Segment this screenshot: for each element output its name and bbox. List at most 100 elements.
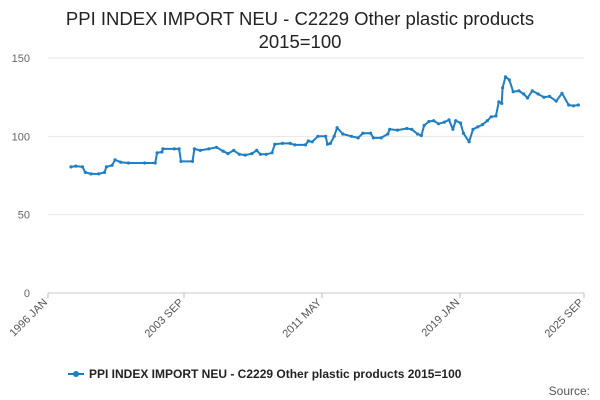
data-point[interactable] bbox=[190, 159, 195, 163]
data-point[interactable] bbox=[335, 126, 339, 130]
data-point[interactable] bbox=[80, 165, 85, 169]
data-point[interactable] bbox=[454, 119, 458, 123]
data-point[interactable] bbox=[104, 165, 108, 169]
data-point[interactable] bbox=[153, 161, 157, 165]
data-point[interactable] bbox=[554, 99, 558, 103]
data-point[interactable] bbox=[161, 147, 165, 151]
data-point[interactable] bbox=[207, 147, 211, 151]
data-point[interactable] bbox=[303, 143, 308, 147]
data-point[interactable] bbox=[494, 114, 498, 118]
data-point[interactable] bbox=[325, 142, 330, 146]
data-point[interactable] bbox=[349, 134, 353, 138]
data-point[interactable] bbox=[447, 118, 451, 122]
data-point[interactable] bbox=[214, 145, 219, 149]
data-point[interactable] bbox=[571, 104, 576, 108]
data-point[interactable] bbox=[255, 148, 259, 152]
data-point[interactable] bbox=[497, 100, 501, 104]
data-point[interactable] bbox=[369, 131, 373, 135]
data-point[interactable] bbox=[316, 134, 320, 138]
data-point[interactable] bbox=[388, 127, 392, 131]
data-point[interactable] bbox=[69, 165, 73, 169]
data-point[interactable] bbox=[386, 132, 390, 136]
data-point[interactable] bbox=[503, 75, 508, 79]
data-point[interactable] bbox=[143, 161, 147, 165]
legend[interactable]: PPI INDEX IMPORT NEU - C2229 Other plast… bbox=[68, 367, 462, 381]
data-point[interactable] bbox=[507, 78, 511, 82]
data-point[interactable] bbox=[179, 159, 183, 163]
data-point[interactable] bbox=[198, 148, 202, 152]
data-point[interactable] bbox=[293, 143, 297, 147]
data-point[interactable] bbox=[467, 140, 471, 144]
data-point[interactable] bbox=[280, 141, 285, 145]
data-point[interactable] bbox=[419, 133, 423, 138]
data-point[interactable] bbox=[476, 125, 480, 129]
data-point[interactable] bbox=[500, 101, 504, 105]
data-point[interactable] bbox=[405, 126, 409, 131]
data-point[interactable] bbox=[221, 149, 225, 153]
data-point[interactable] bbox=[324, 134, 328, 138]
data-point[interactable] bbox=[560, 91, 564, 95]
data-point[interactable] bbox=[422, 123, 426, 127]
data-point[interactable] bbox=[341, 132, 345, 136]
grid-lines bbox=[48, 57, 584, 294]
data-point[interactable] bbox=[310, 140, 314, 144]
data-point[interactable] bbox=[102, 170, 107, 174]
data-point[interactable] bbox=[328, 141, 332, 145]
data-point[interactable] bbox=[273, 142, 277, 146]
data-point[interactable] bbox=[511, 90, 515, 94]
data-point[interactable] bbox=[567, 103, 571, 107]
data-point[interactable] bbox=[192, 147, 196, 151]
data-point[interactable] bbox=[356, 136, 360, 140]
data-point[interactable] bbox=[480, 123, 485, 127]
data-point[interactable] bbox=[155, 151, 159, 155]
data-point[interactable] bbox=[119, 160, 123, 164]
data-point[interactable] bbox=[427, 119, 431, 124]
data-point[interactable] bbox=[395, 128, 399, 132]
data-point[interactable] bbox=[160, 150, 164, 154]
data-point[interactable] bbox=[113, 158, 117, 162]
data-point[interactable] bbox=[332, 134, 336, 138]
data-point[interactable] bbox=[306, 139, 310, 143]
data-point[interactable] bbox=[379, 136, 383, 140]
data-point[interactable] bbox=[371, 136, 375, 140]
data-point[interactable] bbox=[485, 119, 489, 123]
data-point[interactable] bbox=[436, 122, 441, 126]
data-point[interactable] bbox=[458, 121, 463, 125]
data-point[interactable] bbox=[542, 95, 546, 99]
data-point[interactable] bbox=[525, 96, 530, 100]
chart-title-line-1: PPI INDEX IMPORT NEU - C2229 Other plast… bbox=[66, 8, 534, 29]
data-point[interactable] bbox=[536, 92, 540, 96]
data-point[interactable] bbox=[361, 131, 365, 135]
data-point[interactable] bbox=[237, 152, 241, 156]
data-point[interactable] bbox=[74, 164, 78, 168]
data-point[interactable] bbox=[432, 119, 436, 123]
data-point[interactable] bbox=[226, 152, 230, 156]
data-point[interactable] bbox=[243, 153, 247, 157]
data-point[interactable] bbox=[126, 161, 130, 165]
data-point[interactable] bbox=[83, 170, 87, 174]
data-point[interactable] bbox=[451, 127, 455, 131]
data-point[interactable] bbox=[471, 127, 475, 131]
data-point[interactable] bbox=[258, 152, 263, 156]
data-point[interactable] bbox=[547, 94, 552, 98]
data-point[interactable] bbox=[576, 103, 580, 107]
data-point[interactable] bbox=[288, 141, 292, 145]
data-point[interactable] bbox=[264, 152, 268, 156]
data-point[interactable] bbox=[489, 115, 493, 119]
data-point[interactable] bbox=[232, 148, 236, 152]
data-point[interactable] bbox=[517, 89, 521, 93]
data-point[interactable] bbox=[177, 147, 181, 151]
data-point[interactable] bbox=[522, 92, 526, 96]
data-point[interactable] bbox=[410, 127, 414, 131]
data-point[interactable] bbox=[415, 132, 420, 136]
data-point[interactable] bbox=[270, 151, 274, 155]
data-point[interactable] bbox=[442, 120, 446, 124]
data-point[interactable] bbox=[172, 147, 176, 151]
data-point[interactable] bbox=[530, 89, 534, 93]
data-point[interactable] bbox=[110, 163, 114, 167]
data-point[interactable] bbox=[250, 152, 254, 156]
data-point[interactable] bbox=[97, 172, 101, 176]
data-point[interactable] bbox=[501, 86, 505, 90]
data-point[interactable] bbox=[461, 131, 465, 135]
data-point[interactable] bbox=[89, 172, 93, 176]
